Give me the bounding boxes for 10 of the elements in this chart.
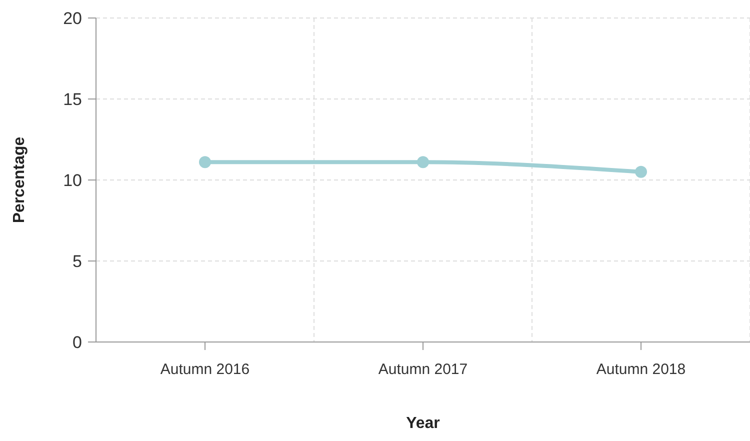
x-tick-label: Autumn 2018 [596,361,686,378]
y-axis-title: Percentage [11,136,28,224]
y-tick-label: 10 [63,170,82,190]
x-tick-label: Autumn 2017 [378,361,468,378]
y-tick-label: 20 [63,8,82,28]
x-axis-title: Year [406,415,440,432]
y-tick-label: 5 [72,252,82,271]
y-tick-label: 15 [63,90,82,109]
y-tick-label: 0 [72,332,82,352]
x-tick-label: Autumn 2016 [160,361,250,378]
